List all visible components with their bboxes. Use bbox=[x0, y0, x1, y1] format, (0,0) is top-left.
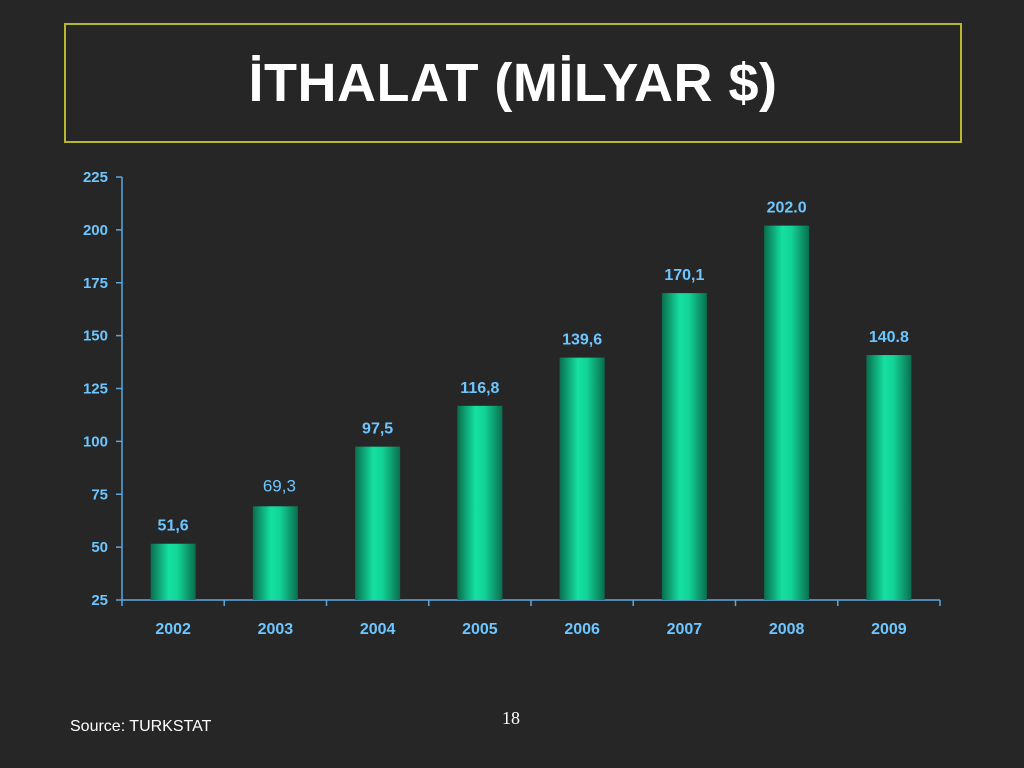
bar-2006 bbox=[559, 357, 605, 600]
data-label: 116,8 bbox=[460, 380, 499, 397]
data-label: 69,3 bbox=[263, 476, 296, 495]
data-label: 51,6 bbox=[158, 518, 189, 535]
x-tick-label: 2008 bbox=[769, 621, 805, 638]
bar-2009 bbox=[866, 355, 912, 600]
y-tick-label: 225 bbox=[83, 169, 108, 186]
y-tick-label: 25 bbox=[91, 592, 108, 609]
page-number: 18 bbox=[502, 708, 520, 728]
y-tick-label: 75 bbox=[91, 486, 108, 503]
source-note: Source: TURKSTAT bbox=[70, 718, 212, 735]
data-label: 202.0 bbox=[767, 200, 807, 217]
title-box: İTHALAT (MİLYAR $) bbox=[64, 23, 962, 143]
bar-2004 bbox=[355, 446, 401, 600]
x-tick-label: 2005 bbox=[462, 621, 498, 638]
x-tick-label: 2003 bbox=[258, 621, 294, 638]
bar-2007 bbox=[661, 293, 707, 600]
x-tick-label: 2009 bbox=[871, 621, 907, 638]
chart-data-labels: 51,6 69,3 97,5 116,8 139,6 170,1 202.0 140.8 bbox=[158, 200, 909, 535]
x-tick-label: 2007 bbox=[667, 621, 703, 638]
bar-2003 bbox=[252, 506, 298, 600]
chart-bars bbox=[150, 225, 912, 600]
data-label: 97,5 bbox=[362, 421, 393, 438]
y-tick-label: 125 bbox=[83, 381, 108, 398]
y-tick-label: 100 bbox=[83, 433, 108, 450]
data-label: 139,6 bbox=[562, 332, 602, 349]
y-tick-label: 200 bbox=[83, 222, 108, 239]
slide-title: İTHALAT (MİLYAR $) bbox=[248, 53, 778, 113]
data-label: 140.8 bbox=[869, 329, 909, 346]
x-tick-label: 2004 bbox=[360, 621, 396, 638]
chart-axes: 25 50 75 100 125 150 175 200 225 2002 2003 2004 2005… bbox=[83, 169, 941, 638]
y-tick-label: 150 bbox=[83, 328, 108, 345]
bar-2008 bbox=[764, 225, 810, 600]
data-label: 170,1 bbox=[664, 267, 704, 284]
bar-2005 bbox=[457, 405, 503, 600]
y-tick-label: 50 bbox=[91, 539, 108, 556]
x-tick-label: 2002 bbox=[155, 621, 191, 638]
bar-2002 bbox=[150, 543, 196, 600]
y-tick-label: 175 bbox=[83, 275, 108, 292]
x-tick-label: 2006 bbox=[564, 621, 600, 638]
